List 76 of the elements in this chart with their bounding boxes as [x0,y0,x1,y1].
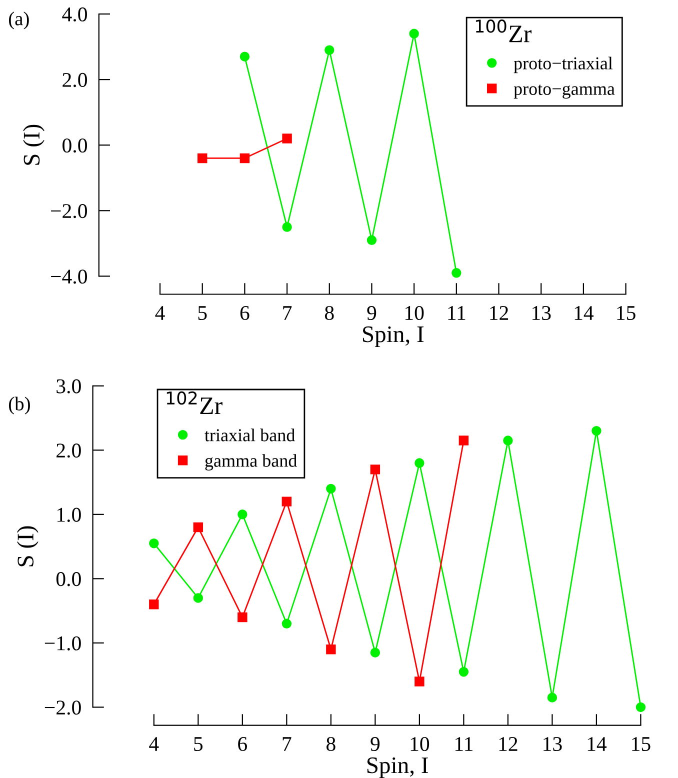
x-tick-label: 5 [194,737,203,752]
point [238,510,248,520]
y-tick-label: −4.0 [51,270,87,284]
y-tick-label: −2.0 [51,204,87,218]
point [414,458,424,468]
point [452,268,462,278]
legend-title: $^{102}$Zr [166,391,222,414]
x-axis-title: Spin, I [367,757,428,778]
y-axis-title: S (I) [23,124,44,165]
y-axis-title: S (I) [16,526,38,566]
point [370,464,380,474]
point [414,676,424,686]
x-tick-label: 7 [282,737,292,751]
point [193,522,204,532]
x-tick-label: 14 [588,737,607,751]
y-tick-label: 0.0 [56,572,81,586]
point [282,618,292,629]
x-tick-label: 4 [149,737,159,751]
x-tick-label: 12 [490,306,508,320]
point [636,702,646,712]
point [409,28,419,39]
point [592,426,602,436]
x-tick-label: 11 [455,737,472,751]
y-tick-label: 0.0 [62,138,87,153]
legend-label: proto−gamma [514,84,615,99]
point [366,235,377,245]
point [149,538,159,548]
x-tick-label: 11 [448,306,466,320]
y-tick-label: 2.0 [56,444,81,458]
x-tick-label: 7 [283,306,292,320]
text: (a) [8,12,29,30]
x-tick-label: 6 [238,737,247,752]
point [370,648,380,658]
x-tick-label: 5 [198,306,207,320]
x-tick-label: 8 [324,306,334,320]
point [282,222,292,232]
x-tick-label: 13 [544,737,562,752]
x-tick-label: 4 [155,306,165,320]
point [149,600,159,610]
point [326,644,336,654]
x-tick-label: 9 [367,306,376,320]
x-tick-label: 13 [532,306,551,320]
x-tick-label: 8 [326,736,336,752]
x-tick-label: 9 [370,737,380,752]
point [240,52,250,62]
point [282,496,292,506]
y-tick-label: −1.0 [44,636,81,650]
y-tick-label: −2.0 [44,700,81,715]
x-tick-label: 6 [240,306,250,320]
text: (b) [8,396,30,414]
x-tick-label: 14 [574,306,594,320]
point [238,612,248,622]
legend-label: gamma band [205,454,297,471]
point [458,436,469,446]
point [282,134,292,144]
y-tick-label: 2.0 [62,72,87,88]
y-tick-label: 1.0 [57,508,81,522]
x-tick-label: 10 [410,736,430,752]
point [197,153,208,164]
legend-label: triaxial band [204,428,295,442]
point [326,484,336,494]
x-tick-label: 10 [405,306,424,320]
point [193,593,204,603]
point [503,436,513,446]
point [458,666,469,677]
y-tick-label: 3.0 [56,379,81,394]
point [324,45,334,55]
point [240,153,250,164]
y-tick-label: 4.0 [62,7,87,22]
x-tick-label: 15 [632,737,650,752]
legend-title: $^{100}$Zr [476,20,532,42]
point [547,692,558,702]
x-axis-title: Spin, I [362,326,424,348]
legend-label: proto−triaxial [514,56,613,74]
x-tick-label: 12 [499,737,518,751]
x-tick-label: 15 [617,306,636,320]
